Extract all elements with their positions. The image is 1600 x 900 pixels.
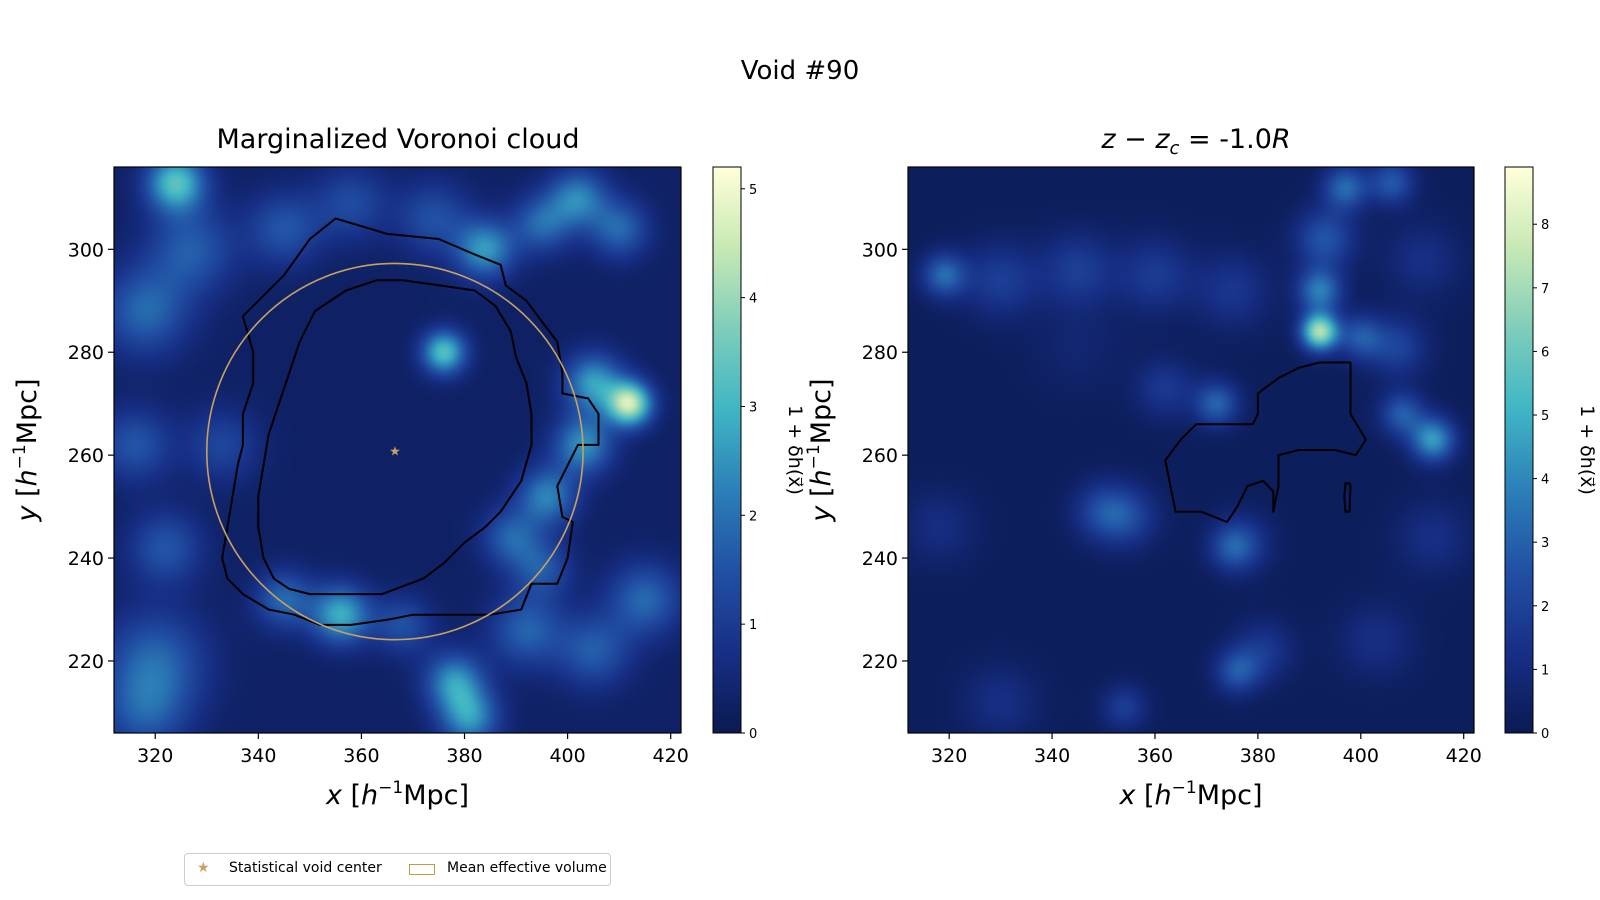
left-density-map	[114, 167, 681, 733]
left-contour-1	[257, 279, 533, 596]
right-xtick-label: 420	[1446, 745, 1482, 767]
left-ytick-label: 240	[68, 548, 104, 570]
left-contour-0	[221, 217, 600, 626]
legend: ★ Statistical void center Mean effective…	[184, 853, 611, 886]
right-colorbar-tick-label: 4	[1541, 473, 1549, 488]
right-density-map	[908, 167, 1474, 733]
left-ylabel: y [h−1Mpc]	[10, 378, 43, 522]
left-colorbar-tick-label: 3	[749, 400, 757, 415]
left-xtick-label: 400	[549, 745, 585, 767]
left-xtick-label: 420	[653, 745, 689, 767]
right-xtick-label: 380	[1240, 745, 1276, 767]
right-contour-1	[1343, 482, 1352, 513]
left-xtick-label: 340	[240, 745, 276, 767]
left-colorbar-tick-label: 1	[749, 618, 757, 633]
left-colorbar-tick-label: 5	[749, 183, 757, 198]
right-colorbar	[1504, 166, 1534, 734]
right-xlabel: x [h−1Mpc]	[1118, 778, 1262, 811]
right-panel-title: z − zc = -1.0R	[1100, 124, 1290, 159]
void-center-star-icon: ★	[389, 445, 401, 460]
legend-volume-label: Mean effective volume	[447, 860, 607, 876]
right-colorbar-tick-label: 8	[1541, 218, 1549, 233]
right-ytick-label: 280	[862, 342, 898, 364]
left-ytick-label: 280	[68, 342, 104, 364]
left-axes-frame	[113, 166, 682, 734]
right-ylabel: y [h−1Mpc]	[804, 378, 837, 522]
right-colorbar-tick-label: 6	[1541, 345, 1549, 360]
left-colorbar	[712, 166, 742, 734]
left-ytick-label: 220	[68, 651, 104, 673]
left-colorbar-label: 1 + δh(x⃗)	[784, 405, 806, 495]
left-xlabel: x [h−1Mpc]	[325, 778, 469, 811]
right-axes-frame	[907, 166, 1475, 734]
right-contour-0	[1164, 361, 1367, 523]
mean-effective-volume-circle	[205, 262, 584, 641]
left-xtick-label: 320	[137, 745, 173, 767]
legend-volume-swatch	[409, 864, 435, 875]
right-ytick-label: 220	[862, 651, 898, 673]
right-panel: z − zc = -1.0R 320 340 360 380 400 4202202402…	[804, 124, 1598, 811]
right-ytick-label: 300	[862, 239, 898, 261]
right-xtick-label: 360	[1137, 745, 1173, 767]
left-ytick-label: 260	[68, 445, 104, 467]
right-xtick-label: 320	[931, 745, 967, 767]
right-xtick-label: 340	[1034, 745, 1070, 767]
figure-title: Void #90	[740, 56, 860, 86]
right-ytick-label: 240	[862, 548, 898, 570]
left-panel: Marginalized Voronoi cloud ★320 340 360 380…	[10, 124, 806, 811]
left-xtick-label: 360	[343, 745, 379, 767]
left-colorbar-tick-label: 0	[749, 727, 757, 742]
star-icon: ★	[197, 860, 210, 876]
left-xtick-label: 380	[446, 745, 482, 767]
right-colorbar-tick-label: 1	[1541, 663, 1549, 678]
left-panel-title: Marginalized Voronoi cloud	[216, 124, 579, 155]
left-colorbar-tick-label: 4	[749, 292, 757, 307]
right-colorbar-label: 1 + δh(x⃗)	[1576, 405, 1598, 495]
right-ytick-label: 260	[862, 445, 898, 467]
legend-center-label: Statistical void center	[229, 860, 382, 876]
right-xtick-label: 400	[1343, 745, 1379, 767]
right-colorbar-tick-label: 2	[1541, 600, 1549, 615]
left-ytick-label: 300	[68, 239, 104, 261]
right-colorbar-tick-label: 5	[1541, 409, 1549, 424]
left-colorbar-tick-label: 2	[749, 509, 757, 524]
right-colorbar-tick-label: 3	[1541, 536, 1549, 551]
right-colorbar-tick-label: 7	[1541, 282, 1549, 297]
right-colorbar-tick-label: 0	[1541, 727, 1549, 742]
